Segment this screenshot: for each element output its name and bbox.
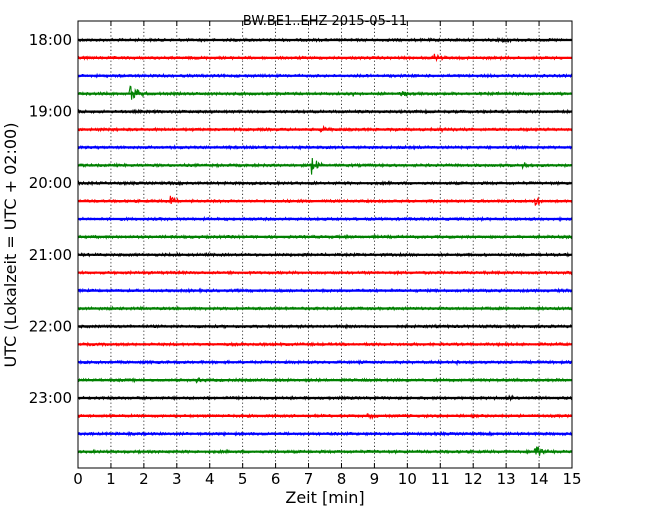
- x-tick-label: 4: [205, 470, 215, 488]
- x-tick-label: 6: [271, 470, 281, 488]
- y-tick-label: 19:00: [29, 103, 72, 121]
- ticks: 0 1 2 3 4 5 6 7 8 9 10 11 12 13 14 1518:0019:0020:0021:…: [29, 21, 582, 488]
- trace-2130: [77, 287, 573, 295]
- trace-1900: [77, 108, 573, 115]
- x-tick-label: 13: [497, 470, 516, 488]
- trace-2300: [77, 394, 573, 402]
- y-tick-label: 22:00: [29, 317, 72, 335]
- x-tick-label: 9: [370, 470, 380, 488]
- y-tick-label: 23:00: [29, 389, 72, 407]
- trace-2030: [77, 215, 573, 223]
- trace-2315: [77, 412, 573, 420]
- trace-2115: [77, 269, 573, 276]
- plot-frame: [77, 20, 573, 469]
- trace-2330: [77, 430, 573, 437]
- trace-2045: [77, 233, 573, 240]
- y-tick-label: 18:00: [29, 31, 72, 49]
- x-tick-label: 15: [562, 470, 581, 488]
- trace-2245: [77, 377, 573, 384]
- trace-1815: [77, 53, 573, 63]
- trace-1800: [77, 36, 573, 44]
- x-tick-label: 11: [431, 470, 450, 488]
- trace-2100: [77, 251, 573, 258]
- trace-1845: [77, 85, 573, 100]
- x-tick-label: 7: [304, 470, 314, 488]
- trace-1930: [77, 144, 573, 151]
- x-tick-label: 14: [530, 470, 549, 488]
- trace-2345: [78, 446, 573, 456]
- x-tick-label: 8: [337, 470, 347, 488]
- trace-2230: [77, 359, 573, 367]
- x-axis-label: Zeit [min]: [285, 488, 364, 507]
- trace-2200: [78, 323, 573, 330]
- trace-2015: [77, 195, 573, 206]
- trace-1830: [77, 72, 573, 79]
- trace-2145: [77, 305, 573, 312]
- x-tick-label: 10: [398, 470, 417, 488]
- traces: [77, 36, 573, 456]
- x-tick-label: 0: [73, 470, 83, 488]
- x-tick-label: 1: [106, 470, 116, 488]
- x-tick-label: 5: [238, 470, 248, 488]
- trace-2000: [77, 180, 573, 187]
- y-tick-label: 21:00: [29, 246, 72, 264]
- y-tick-label: 20:00: [29, 174, 72, 192]
- trace-2215: [77, 341, 573, 348]
- x-tick-label: 2: [139, 470, 149, 488]
- trace-1915: [77, 124, 573, 134]
- y-axis-label: UTC (Lokalzeit = UTC + 02:00): [1, 123, 20, 368]
- trace-1945: [77, 157, 573, 175]
- x-tick-label: 3: [172, 470, 182, 488]
- grid: [110, 21, 540, 468]
- x-tick-label: 12: [464, 470, 483, 488]
